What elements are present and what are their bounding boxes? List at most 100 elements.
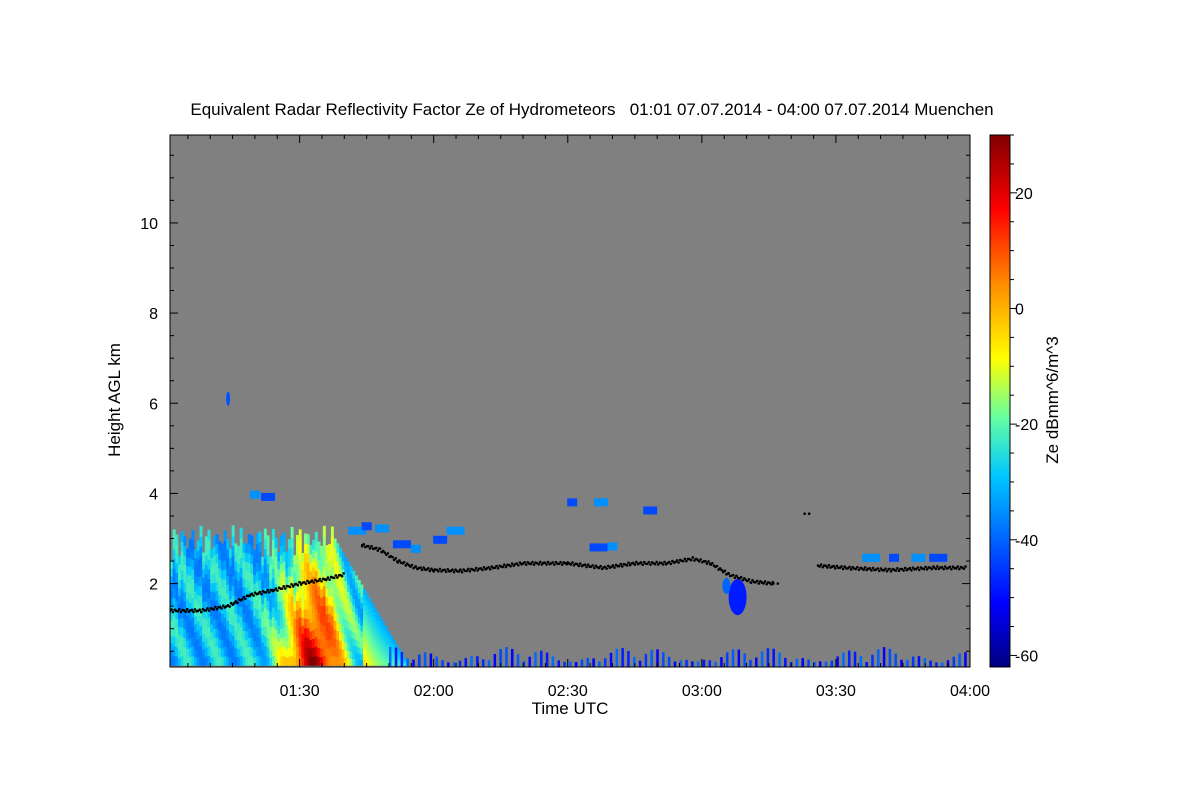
heatmap-cell (180, 579, 184, 590)
heatmap-cell (293, 570, 297, 580)
heatmap-cell (287, 610, 291, 621)
heatmap-cell (277, 648, 281, 658)
cloud-base-point (298, 580, 301, 584)
heatmap-cell (228, 623, 232, 633)
heatmap-cell (263, 548, 267, 559)
heatmap-cell (301, 600, 305, 610)
heatmap-cell (346, 568, 350, 578)
heatmap-cell (242, 612, 246, 623)
heatmap-cell (228, 573, 232, 583)
heatmap-cell (376, 623, 380, 629)
heatmap-cell (373, 607, 377, 613)
heatmap-cell (824, 661, 828, 667)
heatmap-cell (737, 649, 741, 667)
heatmap-cell (557, 660, 560, 667)
heatmap-cell (178, 594, 182, 604)
heatmap-cell (371, 660, 375, 666)
heatmap-cell (194, 615, 198, 625)
heatmap-cell (245, 604, 249, 614)
heatmap-cell (357, 646, 361, 654)
heatmap-cell (365, 619, 369, 626)
heatmap-cell (365, 659, 369, 666)
heatmap-cell (212, 563, 216, 574)
heatmap-cell (312, 629, 316, 639)
heatmap-cell (317, 541, 321, 552)
heatmap-cell (418, 654, 421, 667)
heatmap-cell (320, 613, 324, 624)
heatmap-cell (493, 654, 497, 667)
heatmap-cell (175, 590, 179, 601)
heatmap-cell (285, 551, 289, 561)
heatmap-cell (215, 571, 219, 582)
heatmap-cell (274, 537, 278, 548)
cloud-base-point (681, 559, 685, 563)
heatmap-cell (220, 569, 224, 580)
y-tick-label: 6 (149, 396, 158, 413)
heatmap-cell (384, 637, 388, 641)
cloud-base-point (422, 566, 425, 569)
cloud-base-point (317, 579, 320, 583)
heatmap-cell (355, 620, 359, 628)
heatmap-cell (282, 560, 286, 572)
heatmap-cell (349, 643, 353, 652)
heatmap-cell (266, 535, 270, 546)
heatmap-cell (357, 592, 361, 600)
heatmap-cell (309, 570, 313, 581)
cloud-base-point (170, 608, 173, 611)
heatmap-cell (178, 625, 182, 635)
heatmap-cell (317, 638, 321, 649)
heatmap-cell (175, 655, 179, 666)
heatmap-cell (309, 647, 313, 658)
heatmap-cell (392, 654, 396, 657)
heatmap-cell (234, 552, 238, 562)
heatmap-cell (250, 554, 254, 565)
heatmap-cell (352, 637, 356, 646)
cloud-base-point (288, 585, 292, 589)
heatmap-cell (226, 539, 230, 550)
heatmap-cell (253, 598, 257, 609)
heatmap-cell (304, 608, 308, 619)
heatmap-cell (271, 558, 275, 569)
heatmap-cell (296, 572, 300, 583)
heatmap-cell (373, 656, 377, 662)
cloud-base-point (367, 544, 370, 548)
heatmap-cell (365, 603, 369, 610)
cloud-base-point (228, 605, 231, 608)
cloud-base-point (443, 568, 446, 572)
heatmap-cell (183, 572, 187, 584)
heatmap-cell (341, 552, 345, 562)
echo-cell (226, 391, 231, 406)
heatmap-cell (836, 656, 839, 667)
cloud-base-point (256, 592, 260, 595)
heatmap-cell (352, 617, 356, 626)
heatmap-cell (223, 626, 227, 638)
heatmap-cell (237, 579, 241, 590)
heatmap-cell (231, 585, 235, 597)
heatmap-cell (662, 652, 665, 667)
heatmap-cell (296, 627, 300, 638)
heatmap-cell (306, 580, 310, 592)
heatmap-cell (322, 525, 326, 537)
heatmap-cell (397, 651, 401, 654)
heatmap-cell (175, 618, 179, 629)
heatmap-cell (263, 528, 267, 540)
heatmap-cell (239, 537, 243, 549)
heatmap-cell (673, 661, 677, 667)
cloud-base-point (841, 567, 845, 571)
heatmap-cell (384, 648, 388, 652)
heatmap-cell (231, 634, 235, 646)
cloud-base-point (696, 558, 699, 562)
heatmap-cell (317, 629, 321, 640)
heatmap-cell (234, 586, 238, 597)
heatmap-cell (274, 610, 278, 621)
heatmap-cell (204, 554, 208, 565)
cloud-base-point (318, 577, 322, 581)
heatmap-cell (304, 561, 308, 572)
heatmap-cell (801, 658, 805, 667)
heatmap-cell (330, 536, 334, 548)
heatmap-cell (296, 562, 300, 574)
heatmap-cell (245, 595, 249, 606)
heatmap-cell (194, 549, 198, 559)
heatmap-cell (363, 632, 367, 639)
heatmap-cell (285, 648, 289, 658)
